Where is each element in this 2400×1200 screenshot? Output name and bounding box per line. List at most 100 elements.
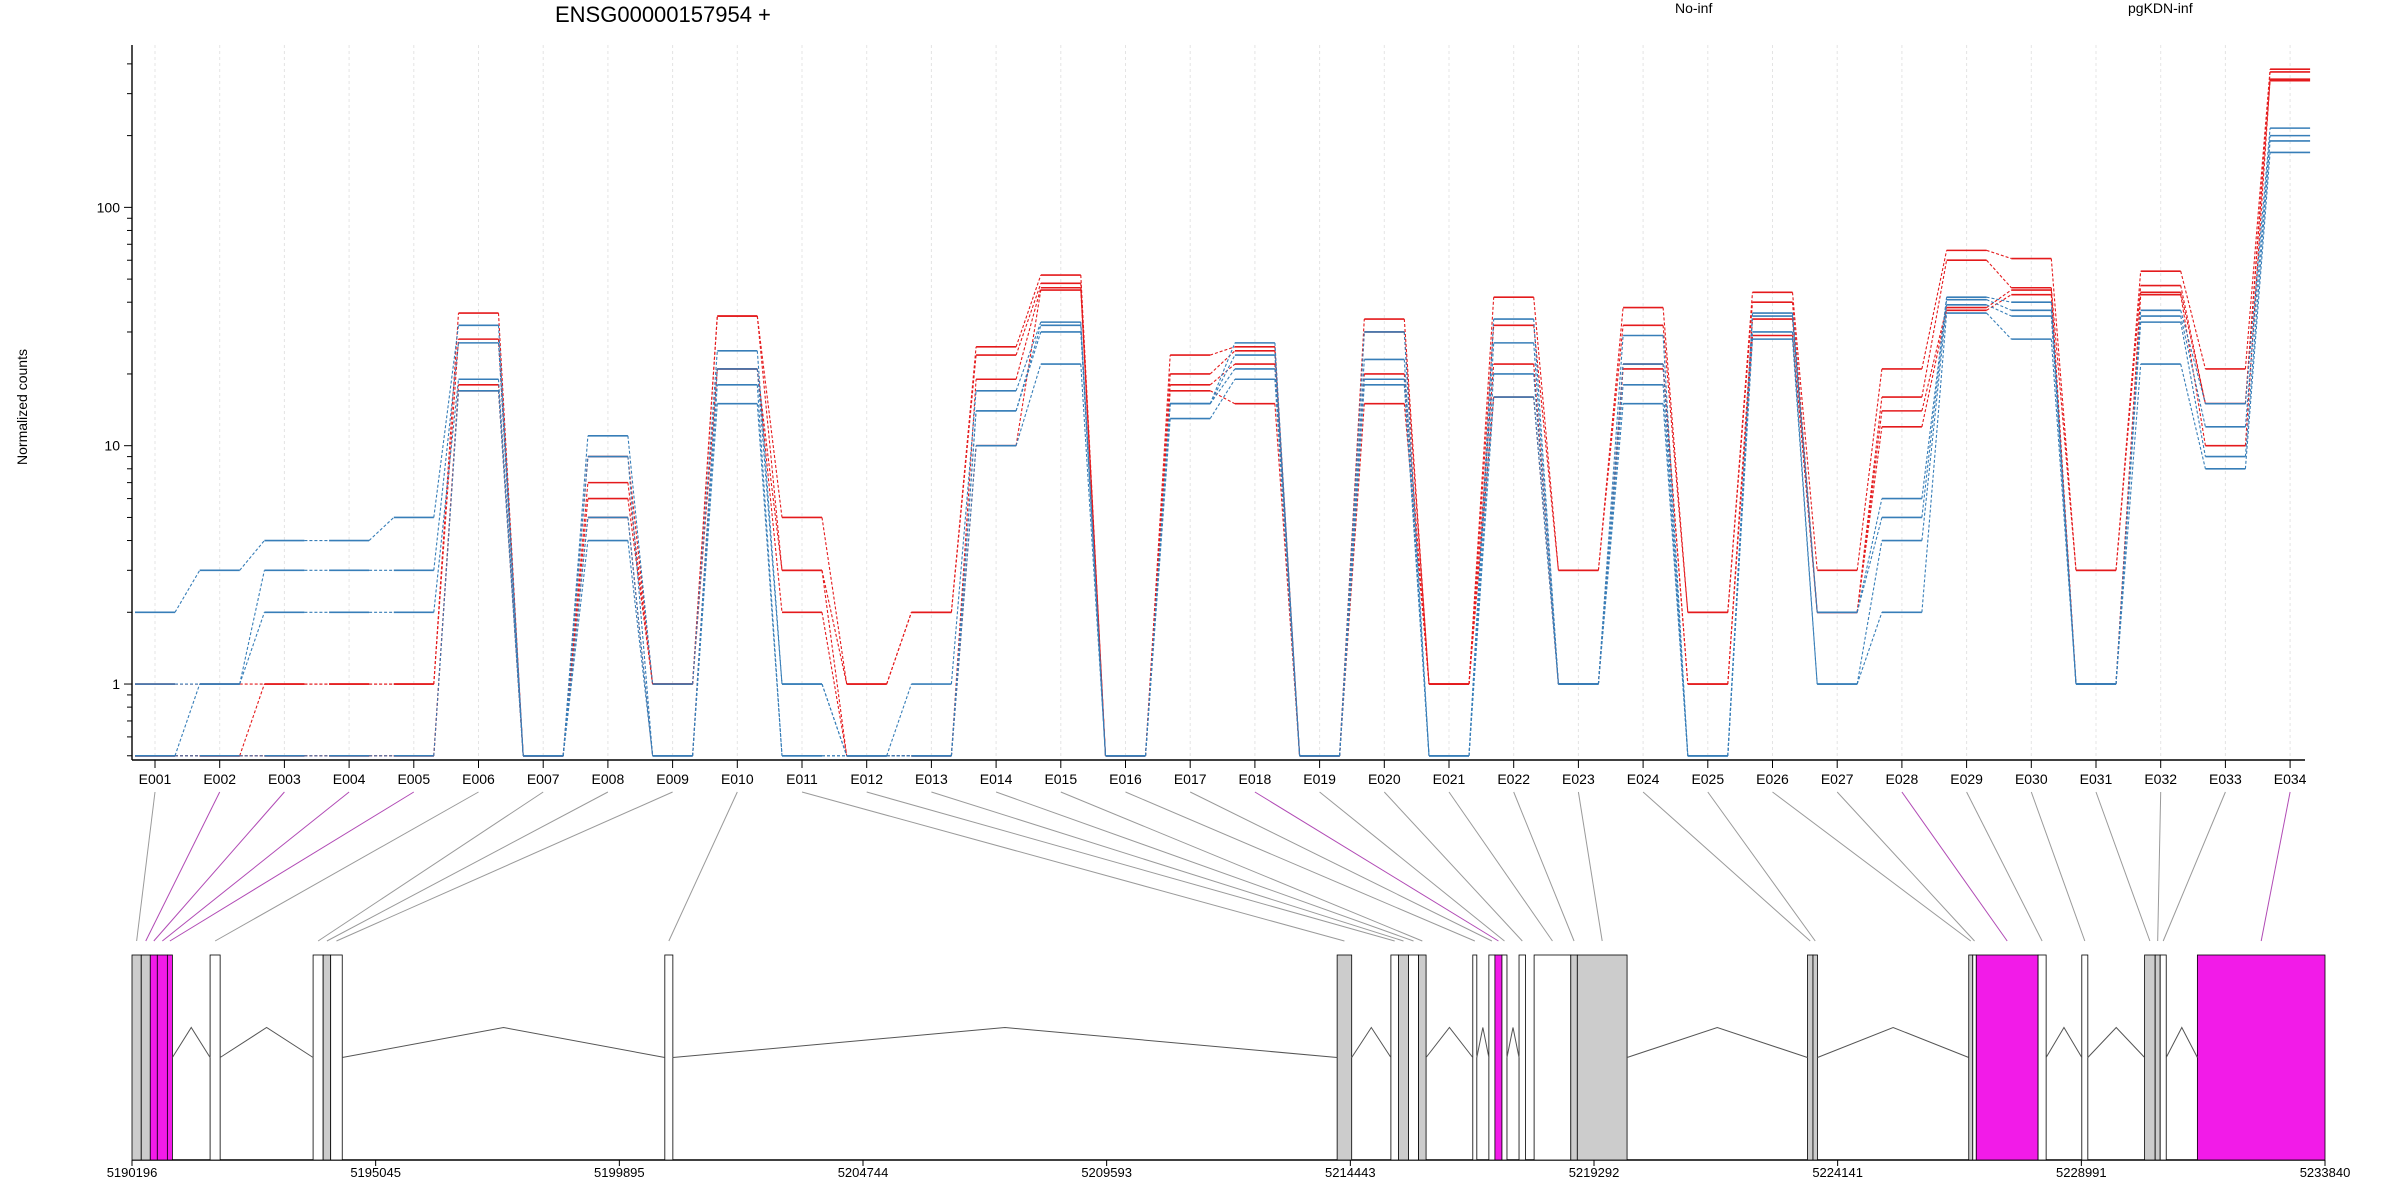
series-connector	[1209, 350, 1236, 375]
series-connector	[1015, 363, 1042, 446]
series-connector	[174, 683, 201, 756]
x-tick-label: E003	[268, 771, 301, 787]
series-connector	[1791, 339, 1818, 685]
exon-box-e031	[2144, 954, 2156, 1161]
intron-line	[1817, 1026, 1969, 1058]
series-connector	[1597, 325, 1624, 571]
exon-connector	[1060, 791, 1423, 942]
series-connector	[1856, 368, 1883, 571]
chart-title: ENSG00000157954 +	[555, 2, 771, 27]
series-connector	[562, 540, 589, 756]
series-connector	[1856, 426, 1883, 613]
exon-box-e028	[1975, 954, 2039, 1161]
series-connector	[627, 540, 654, 756]
series-connector	[1986, 249, 2012, 260]
exon-box-e030	[2081, 954, 2089, 1161]
x-tick-label: E008	[592, 771, 625, 787]
series-connector	[1986, 299, 2012, 311]
exon-box-e010	[664, 954, 674, 1161]
series-connector	[2180, 315, 2206, 427]
series-connector	[950, 346, 977, 613]
exon-connector	[2260, 791, 2291, 942]
series-connector	[2244, 135, 2271, 427]
series-connector	[821, 570, 848, 685]
intron-line	[2045, 1026, 2083, 1058]
series-connector	[1209, 342, 1236, 404]
exon-connector	[169, 791, 415, 942]
exon-connector	[995, 791, 1414, 942]
series-connector	[627, 482, 654, 685]
series-connector	[497, 342, 524, 756]
exon-connector	[1966, 791, 2043, 942]
series-connector	[756, 350, 783, 685]
x-tick-label: E025	[1691, 771, 1724, 787]
series-connector	[2050, 315, 2077, 685]
x-tick-label: E012	[850, 771, 883, 787]
series-connector	[1468, 373, 1495, 756]
series-connector	[756, 384, 783, 756]
exon-connector	[668, 791, 738, 942]
series-connector	[2180, 322, 2206, 457]
exon-box-e005	[166, 954, 173, 1161]
series-connector	[1921, 260, 1948, 398]
exon-connector	[1577, 791, 1603, 942]
x-tick-label: E018	[1239, 771, 1272, 787]
y-tick-label: 1	[112, 676, 120, 692]
series-connector	[1209, 378, 1236, 419]
exon-connector	[336, 791, 673, 942]
series-connector	[692, 368, 718, 756]
series-connector	[627, 456, 654, 756]
x-tick-label: E028	[1886, 771, 1919, 787]
exon-connector	[931, 791, 1404, 942]
coord-tick-label: 5195045	[350, 1165, 401, 1180]
series-connector	[562, 456, 589, 756]
exon-box-e026	[1968, 954, 1974, 1161]
series-connector	[433, 390, 460, 756]
series-connector	[497, 325, 524, 756]
exon-connector	[1901, 791, 2008, 942]
series-connector	[1403, 331, 1430, 685]
exon-box-e014	[1408, 954, 1419, 1161]
series-connector	[1339, 384, 1365, 756]
series-connector	[1015, 283, 1042, 356]
series-connector	[950, 355, 977, 613]
y-tick-label: 100	[97, 199, 121, 215]
series-connector	[1533, 373, 1559, 685]
exon-box-e017	[1488, 954, 1496, 1161]
series-connector	[1986, 294, 2012, 311]
coord-tick-label: 5233840	[2300, 1165, 2351, 1180]
exon-connector	[1642, 791, 1811, 942]
series-connector	[1274, 403, 1301, 756]
series-connector	[1533, 325, 1559, 571]
series-connector	[2115, 322, 2142, 685]
exon-connector-lines	[136, 791, 2291, 942]
intron-line	[1626, 1026, 1808, 1058]
series-connector	[1986, 304, 2012, 317]
series-connector	[1468, 364, 1495, 685]
exon-box-e001	[131, 954, 142, 1161]
series-connector	[756, 403, 783, 756]
x-tick-label: E002	[203, 771, 236, 787]
coord-tick-label: 5209593	[1081, 1165, 1132, 1180]
exon-connector	[1513, 791, 1575, 942]
exon-connector	[1319, 791, 1505, 942]
series-connector	[1727, 339, 1754, 756]
series-connector	[1727, 335, 1754, 685]
series-connector	[2180, 271, 2206, 370]
series-connector	[1791, 331, 1818, 685]
x-tick-label: E007	[527, 771, 560, 787]
series-connector	[950, 445, 977, 756]
coord-tick-label: 5219292	[1569, 1165, 1620, 1180]
y-tick-label: 10	[104, 438, 120, 454]
exon-box-e012	[1390, 954, 1399, 1161]
x-tick-label: E022	[1497, 771, 1530, 787]
exon-box-e009	[330, 954, 343, 1161]
series-connector	[1144, 418, 1171, 756]
exon-connector	[2157, 791, 2162, 942]
intron-line	[1506, 1027, 1520, 1058]
exon-box-e019	[1501, 954, 1508, 1161]
intron-line	[219, 1026, 314, 1058]
x-tick-label: E010	[721, 771, 754, 787]
series-connector	[1210, 346, 1236, 356]
